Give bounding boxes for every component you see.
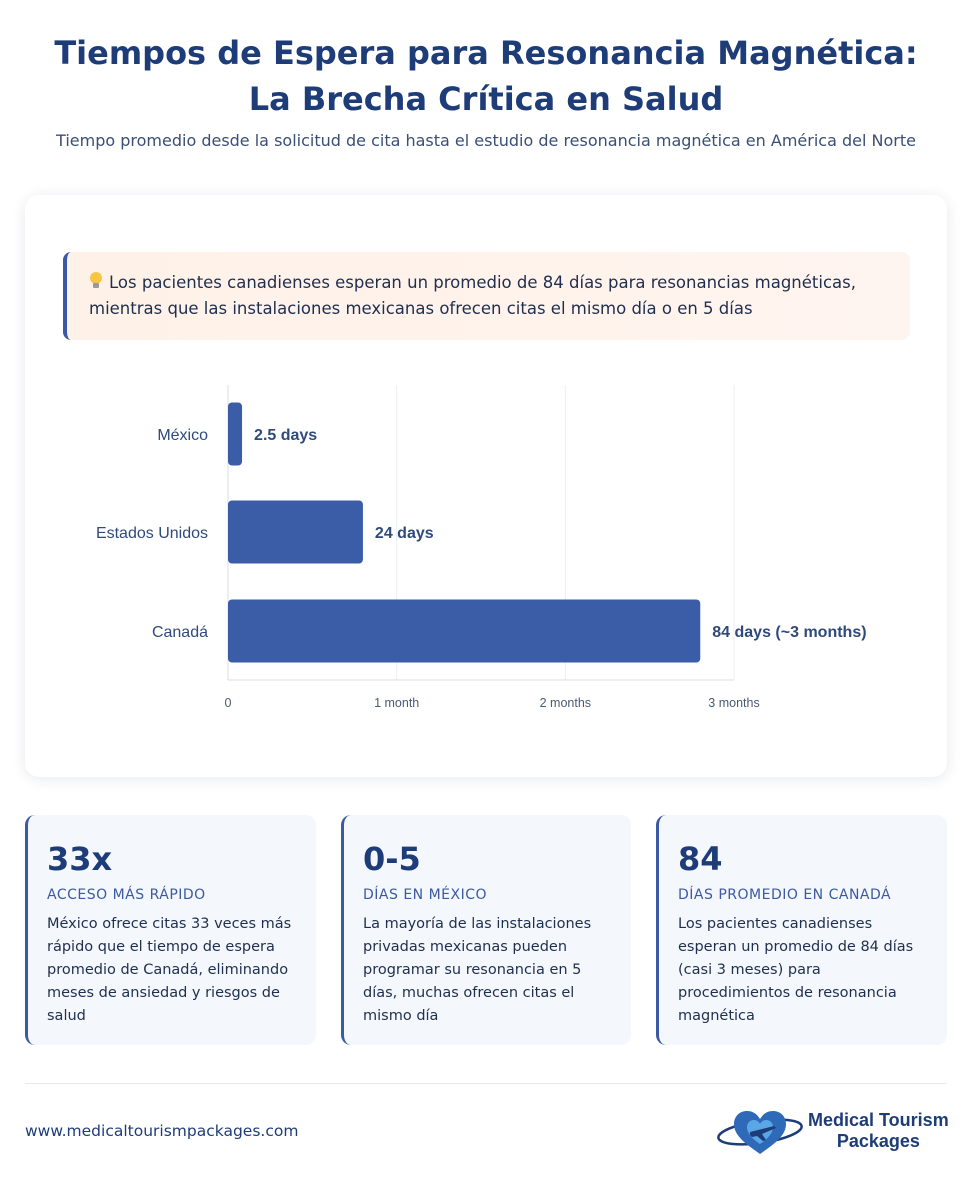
page-subtitle: Tiempo promedio desde la solicitud de ci…	[56, 131, 916, 150]
y-category-label: Canadá	[152, 624, 208, 641]
stat-card-faster-access: 33x ACCESO MÁS RÁPIDO México ofrece cita…	[25, 815, 316, 1045]
footer-website-link[interactable]: www.medicaltourismpackages.com	[25, 1122, 299, 1140]
brand-logo[interactable]: Medical Tourism Packages	[716, 1104, 956, 1164]
page-title: Tiempos de Espera para Resonancia Magnét…	[54, 34, 918, 118]
data-label: 2.5 days	[254, 427, 317, 444]
heart-airplane-icon	[717, 1111, 803, 1154]
bar	[228, 402, 243, 466]
stat-value: 84	[678, 840, 723, 878]
lightbulb-icon	[89, 272, 103, 290]
bar	[228, 500, 363, 564]
y-category-label: Estados Unidos	[96, 525, 208, 542]
x-tick-label: 3 months	[708, 696, 759, 710]
insight-text: Los pacientes canadienses esperan un pro…	[89, 273, 856, 318]
y-category-label: México	[157, 427, 208, 444]
stat-label: DÍAS PROMEDIO EN CANADÁ	[678, 887, 892, 903]
logo-text: Medical Tourism Packages	[808, 1110, 949, 1151]
stat-description: La mayoría de las instalaciones privadas…	[363, 916, 592, 1024]
stat-card-canada-days: 84 DÍAS PROMEDIO EN CANADÁ Los pacientes…	[656, 815, 947, 1045]
stat-value: 33x	[47, 840, 113, 878]
stat-card-mexico-days: 0-5 DÍAS EN MÉXICO La mayoría de las ins…	[341, 815, 631, 1045]
stat-label: DÍAS EN MÉXICO	[363, 887, 488, 903]
chart-card: Los pacientes canadienses esperan un pro…	[25, 195, 947, 777]
bar	[228, 599, 701, 663]
x-tick-label: 1 month	[374, 696, 419, 710]
x-tick-label: 2 months	[540, 696, 591, 710]
footer-divider	[25, 1083, 947, 1084]
insight-callout: Los pacientes canadienses esperan un pro…	[63, 252, 910, 340]
data-label: 84 days (~3 months)	[712, 624, 866, 641]
x-tick-label: 0	[225, 696, 232, 710]
data-label: 24 days	[375, 525, 434, 542]
stat-label: ACCESO MÁS RÁPIDO	[47, 887, 206, 903]
stat-description: México ofrece citas 33 veces más rápido …	[47, 916, 292, 1024]
wait-time-bar-chart: 0 1 month 2 months 3 months México 2.5 days Es…	[96, 385, 867, 710]
stat-value: 0-5	[363, 840, 421, 878]
stat-description: Los pacientes canadienses esperan un pro…	[678, 916, 914, 1024]
